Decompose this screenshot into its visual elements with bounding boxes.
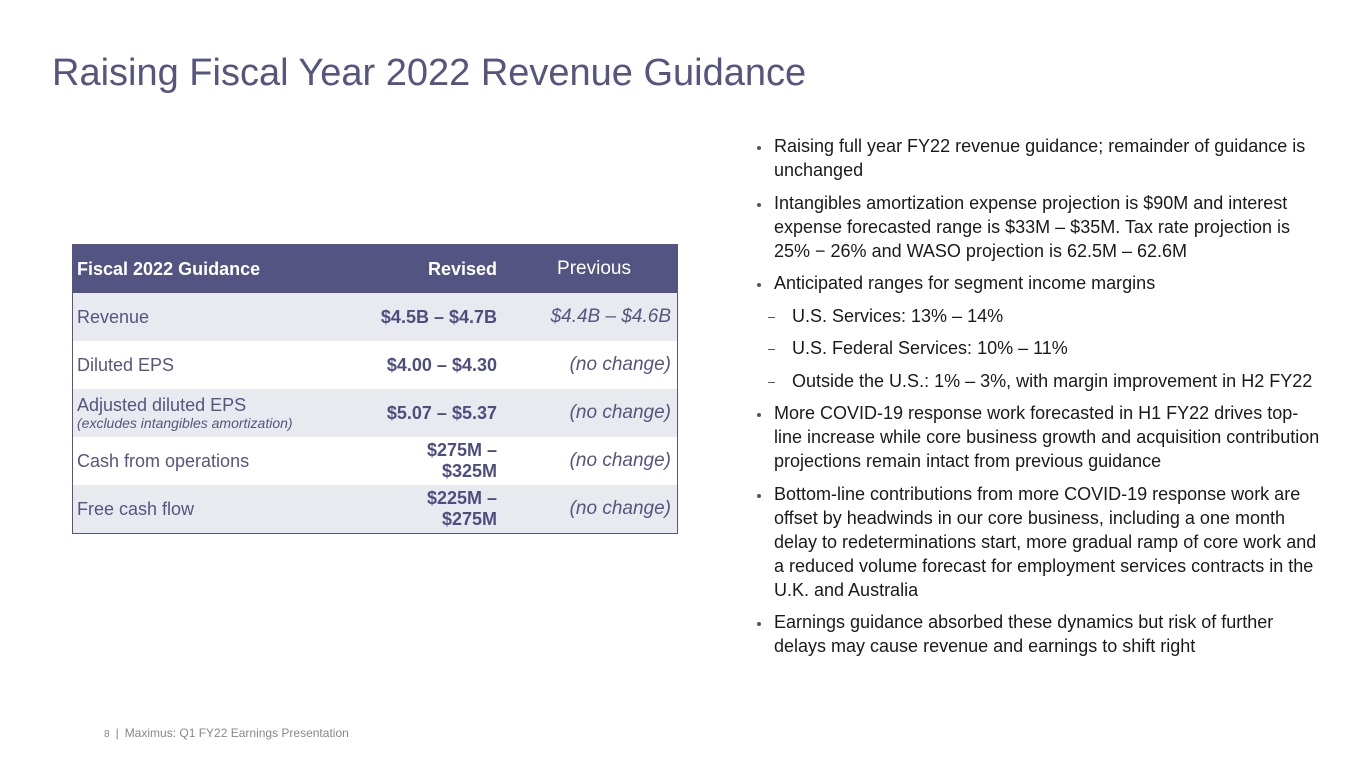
previous-value: $4.4B – $4.6B: [550, 306, 671, 327]
dash-marker: [768, 316, 775, 318]
bullet-text: Outside the U.S.: 1% – 3%, with margin i…: [792, 370, 1313, 391]
row-label: Free cash flow: [77, 499, 195, 519]
row-label: Cash from operations: [77, 451, 250, 471]
bullet-text: Anticipated ranges for segment income ma…: [774, 273, 1156, 293]
bullet-text: Intangibles amortization expense project…: [774, 192, 1290, 261]
row-label-cell: Cash from operations: [73, 451, 367, 471]
row-label: Revenue: [77, 307, 150, 327]
slide-title: Raising Fiscal Year 2022 Revenue Guidanc…: [52, 52, 807, 94]
bullet-marker: [757, 493, 761, 498]
bullet-marker: [757, 146, 761, 150]
bullet-text: More COVID-19 response work forecasted i…: [774, 403, 1320, 471]
bullet-item: More COVID-19 response work forecasted i…: [756, 401, 1326, 473]
bullet-text: Bottom-line contributions from more COVI…: [774, 483, 1317, 600]
bullet-marker: [757, 283, 761, 287]
previous-value: (no change): [569, 450, 671, 471]
bullet-item: Outside the U.S.: 1% – 3%, with margin i…: [756, 369, 1326, 393]
bullet-text: U.S. Services: 13% – 14%: [792, 305, 1004, 326]
table-header: Fiscal 2022 Guidance Revised Previous: [73, 245, 677, 293]
bullet-item: U.S. Services: 13% – 14%: [756, 304, 1326, 328]
bullet-item: Intangibles amortization expense project…: [756, 191, 1326, 263]
guidance-table: Fiscal 2022 Guidance Revised Previous Re…: [72, 244, 678, 534]
bullet-marker: [757, 413, 761, 417]
footer: 8 | Maximus: Q1 FY22 Earnings Presentation: [104, 726, 355, 740]
revised-value: $225M – $275M: [426, 488, 497, 529]
revised-value: $5.07 – $5.37: [386, 402, 497, 423]
row-label-cell: Revenue: [73, 307, 367, 327]
table-row: Cash from operations $275M – $325M (no cha…: [73, 437, 677, 485]
row-label-cell: Diluted EPS: [73, 355, 367, 375]
table-row: Revenue $4.5B – $4.7B $4.4B – $4.6B: [73, 293, 677, 341]
row-label-cell: Adjusted diluted EPS (excludes intangible…: [73, 395, 367, 431]
footer-separator: |: [115, 726, 119, 740]
bullet-item: Earnings guidance absorbed these dynamic…: [756, 610, 1326, 658]
bullet-marker: [757, 202, 761, 207]
dash-marker: [768, 349, 775, 350]
bullet-item: Anticipated ranges for segment income ma…: [756, 271, 1326, 295]
previous-value: (no change): [569, 402, 671, 423]
row-label-cell: Free cash flow: [73, 499, 367, 519]
bullet-text: U.S. Federal Services: 10% – 11%: [792, 338, 1068, 358]
previous-value: (no change): [569, 354, 671, 375]
dash-marker: [768, 381, 775, 383]
table-row: Diluted EPS $4.00 – $4.30 (no change): [73, 341, 677, 389]
footer-text: Maximus: Q1 FY22 Earnings Presentation: [124, 726, 349, 740]
table-row: Adjusted diluted EPS (excludes intangible…: [73, 389, 677, 437]
header-cell: Fiscal 2022 Guidance: [77, 259, 261, 279]
header-cell: Revised: [427, 258, 497, 279]
bullet-list: Raising full year FY22 revenue guidance;…: [756, 134, 1326, 667]
bullet-item: Raising full year FY22 revenue guidance;…: [756, 134, 1326, 182]
revised-value: $275M – $325M: [426, 440, 497, 481]
page-number: 8: [104, 729, 110, 740]
bullet-marker: [757, 622, 761, 626]
revised-value: $4.5B – $4.7B: [380, 306, 497, 327]
row-label: Adjusted diluted EPS: [77, 395, 247, 415]
bullet-text: Raising full year FY22 revenue guidance;…: [774, 136, 1306, 180]
bullet-item: Bottom-line contributions from more COVI…: [756, 482, 1326, 602]
row-note: (excludes intangibles amortization): [77, 415, 293, 431]
header-cell: Previous: [557, 258, 631, 279]
previous-value: (no change): [569, 498, 671, 519]
bullet-item: U.S. Federal Services: 10% – 11%: [756, 336, 1326, 360]
bullet-text: Earnings guidance absorbed these dynamic…: [774, 612, 1274, 656]
revised-value: $4.00 – $4.30: [386, 354, 497, 375]
row-label: Diluted EPS: [77, 355, 175, 375]
table-row: Free cash flow $225M – $275M (no change): [73, 485, 677, 533]
